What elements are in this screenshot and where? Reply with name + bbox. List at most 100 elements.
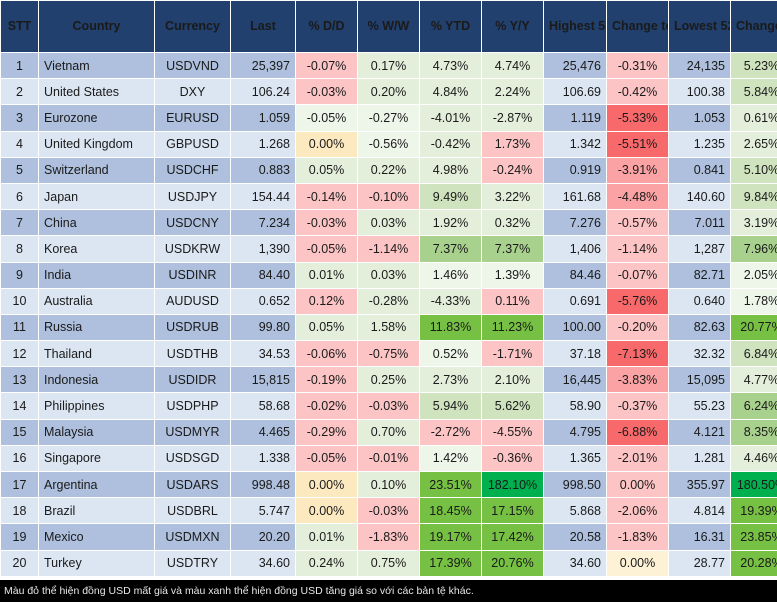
column-header-low52[interactable]: Lowest 52W bbox=[668, 0, 731, 53]
cell-last: 1.059 bbox=[230, 104, 296, 132]
cell-currency: USDRUB bbox=[154, 313, 231, 342]
table-row[interactable]: 1 Vietnam USDVND 25,397 -0.07% 0.17% 4.73% 4.74… bbox=[0, 51, 777, 80]
column-header-stt[interactable]: STT bbox=[0, 0, 39, 53]
cell-high52: 1,406 bbox=[543, 235, 607, 263]
cell-stt: 2 bbox=[0, 78, 39, 106]
table-row[interactable]: 16 Singapore USDSGD 1.338 -0.05% -0.01% 1.42% -… bbox=[0, 444, 777, 473]
cell-last: 34.53 bbox=[230, 340, 296, 368]
cell-yy: 1.73% bbox=[481, 130, 544, 158]
column-header-country[interactable]: Country bbox=[38, 0, 155, 53]
table-row[interactable]: 18 Brazil USDBRL 5.747 0.00% -0.03% 18.45% 17.1… bbox=[0, 497, 777, 525]
cell-high52: 84.46 bbox=[543, 261, 607, 289]
cell-ww: -1.14% bbox=[357, 235, 420, 263]
cell-high52: 161.68 bbox=[543, 182, 607, 211]
cell-chg_l52: 4.77% bbox=[730, 366, 777, 394]
table-row[interactable]: 15 Malaysia USDMYR 4.465 -0.29% 0.70% -2.72% -4… bbox=[0, 418, 777, 446]
cell-last: 7.234 bbox=[230, 209, 296, 237]
cell-country: India bbox=[38, 261, 155, 289]
cell-high52: 1.365 bbox=[543, 444, 607, 473]
column-header-last[interactable]: Last bbox=[230, 0, 296, 53]
table-header-row: STT Country Currency Last% D/D% W/W% YTD% Y… bbox=[0, 0, 777, 53]
cell-currency: AUDUSD bbox=[154, 287, 231, 315]
cell-stt: 5 bbox=[0, 156, 39, 184]
cell-high52: 100.00 bbox=[543, 313, 607, 342]
cell-country: Russia bbox=[38, 313, 155, 342]
column-header-currency[interactable]: Currency bbox=[154, 0, 231, 53]
cell-low52: 55.23 bbox=[668, 392, 731, 420]
cell-currency: USDJPY bbox=[154, 182, 231, 211]
cell-currency: USDTRY bbox=[154, 549, 231, 577]
cell-chg_h52: -0.07% bbox=[606, 261, 669, 289]
cell-stt: 15 bbox=[0, 418, 39, 446]
table-row[interactable]: 13 Indonesia USDIDR 15,815 -0.19% 0.25% 2.73% 2… bbox=[0, 366, 777, 394]
cell-country: Australia bbox=[38, 287, 155, 315]
cell-currency: GBPUSD bbox=[154, 130, 231, 158]
cell-chg_h52: 0.00% bbox=[606, 549, 669, 577]
table-row[interactable]: 17 Argentina USDARS 998.48 0.00% 0.10% 23.51% 1… bbox=[0, 470, 777, 499]
cell-chg_l52: 5.10% bbox=[730, 156, 777, 184]
cell-chg_l52: 0.61% bbox=[730, 104, 777, 132]
column-header-ytd[interactable]: % YTD bbox=[419, 0, 482, 53]
table-row[interactable]: 14 Philippines USDPHP 58.68 -0.02% -0.03% 5.94… bbox=[0, 392, 777, 420]
cell-low52: 4.121 bbox=[668, 418, 731, 446]
cell-stt: 3 bbox=[0, 104, 39, 132]
cell-stt: 8 bbox=[0, 235, 39, 263]
cell-dd: -0.02% bbox=[295, 392, 358, 420]
cell-last: 34.60 bbox=[230, 549, 296, 577]
currency-performance-table: STT Country Currency Last% D/D% W/W% YTD% Y… bbox=[0, 0, 777, 577]
table-row[interactable]: 12 Thailand USDTHB 34.53 -0.06% -0.75% 0.52% -1… bbox=[0, 340, 777, 368]
table-row[interactable]: 19 Mexico USDMXN 20.20 0.01% -1.83% 19.17% 17.4… bbox=[0, 523, 777, 551]
cell-low52: 1.053 bbox=[668, 104, 731, 132]
table-row[interactable]: 5 Switzerland USDCHF 0.883 0.05% 0.22% 4.98% -0… bbox=[0, 156, 777, 184]
cell-yy: -2.87% bbox=[481, 104, 544, 132]
table-row[interactable]: 20 Turkey USDTRY 34.60 0.24% 0.75% 17.39% 20.76… bbox=[0, 549, 777, 577]
cell-last: 5.747 bbox=[230, 497, 296, 525]
cell-chg_h52: -0.42% bbox=[606, 78, 669, 106]
cell-low52: 15,095 bbox=[668, 366, 731, 394]
cell-ytd: 1.46% bbox=[419, 261, 482, 289]
cell-stt: 12 bbox=[0, 340, 39, 368]
cell-country: Vietnam bbox=[38, 51, 155, 80]
table-row[interactable]: 3 Eurozone EURUSD 1.059 -0.05% -0.27% -4.01% -2… bbox=[0, 104, 777, 132]
cell-low52: 100.38 bbox=[668, 78, 731, 106]
cell-high52: 1.342 bbox=[543, 130, 607, 158]
cell-last: 1,390 bbox=[230, 235, 296, 263]
table-row[interactable]: 7 China USDCNY 7.234 -0.03% 0.03% 1.92% 0.32% 7.… bbox=[0, 209, 777, 237]
column-header-chg_l52[interactable]: Change to L52W bbox=[730, 0, 777, 53]
cell-stt: 11 bbox=[0, 313, 39, 342]
cell-ytd: 17.39% bbox=[419, 549, 482, 577]
cell-currency: USDARS bbox=[154, 470, 231, 499]
cell-high52: 4.795 bbox=[543, 418, 607, 446]
table-row[interactable]: 4 United Kingdom GBPUSD 1.268 0.00% -0.56% -0.… bbox=[0, 130, 777, 158]
column-header-high52[interactable]: Highest 52W bbox=[543, 0, 607, 53]
cell-last: 106.24 bbox=[230, 78, 296, 106]
table-row[interactable]: 6 Japan USDJPY 154.44 -0.14% -0.10% 9.49% 3.22%… bbox=[0, 182, 777, 211]
cell-ww: -0.28% bbox=[357, 287, 420, 315]
cell-low52: 7.011 bbox=[668, 209, 731, 237]
table-row[interactable]: 9 India USDINR 84.40 0.01% 0.03% 1.46% 1.39% 84.… bbox=[0, 261, 777, 289]
cell-ytd: 4.73% bbox=[419, 51, 482, 80]
column-header-chg_h52[interactable]: Change to H52W bbox=[606, 0, 669, 53]
column-header-yy[interactable]: % Y/Y bbox=[481, 0, 544, 53]
cell-dd: -0.03% bbox=[295, 209, 358, 237]
cell-ww: 0.22% bbox=[357, 156, 420, 184]
column-header-ww[interactable]: % W/W bbox=[357, 0, 420, 53]
cell-high52: 25,476 bbox=[543, 51, 607, 80]
table-row[interactable]: 8 Korea USDKRW 1,390 -0.05% -1.14% 7.37% 7.37% 1… bbox=[0, 235, 777, 263]
cell-dd: 0.24% bbox=[295, 549, 358, 577]
cell-last: 1.268 bbox=[230, 130, 296, 158]
cell-ytd: 2.73% bbox=[419, 366, 482, 394]
cell-yy: -0.24% bbox=[481, 156, 544, 184]
table-row[interactable]: 11 Russia USDRUB 99.80 0.05% 1.58% 11.83% 11.23… bbox=[0, 313, 777, 342]
cell-low52: 355.97 bbox=[668, 470, 731, 499]
cell-ytd: 23.51% bbox=[419, 470, 482, 499]
cell-high52: 7.276 bbox=[543, 209, 607, 237]
column-header-dd[interactable]: % D/D bbox=[295, 0, 358, 53]
cell-chg_l52: 6.84% bbox=[730, 340, 777, 368]
table-row[interactable]: 2 United States DXY 106.24 -0.03% 0.20% 4.84% 2… bbox=[0, 78, 777, 106]
cell-dd: -0.05% bbox=[295, 104, 358, 132]
cell-chg_l52: 5.84% bbox=[730, 78, 777, 106]
cell-ww: -0.56% bbox=[357, 130, 420, 158]
table-row[interactable]: 10 Australia AUDUSD 0.652 0.12% -0.28% -4.33% 0… bbox=[0, 287, 777, 315]
cell-yy: 5.62% bbox=[481, 392, 544, 420]
